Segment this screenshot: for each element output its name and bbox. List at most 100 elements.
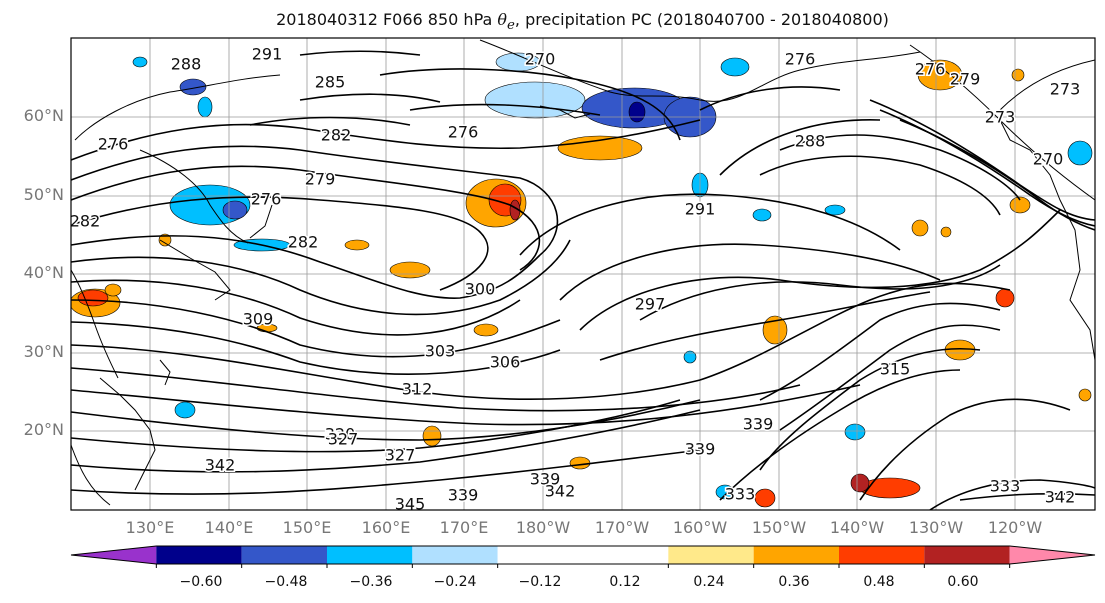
theta-e-contour (759, 347, 981, 471)
contour-label: 279 (305, 170, 336, 189)
lon-label: 150°E (282, 518, 332, 537)
title-suffix: , precipitation PC (2018040700 - 2018040… (514, 10, 889, 29)
contour-label: 342 (205, 456, 236, 475)
lat-label: 30°N (23, 342, 64, 361)
theta-e-contour (719, 369, 961, 501)
precip-shading (720, 57, 750, 77)
contour-label: 345 (395, 495, 426, 514)
theta-e-contour (959, 493, 1095, 501)
contour-label: 270 (525, 50, 556, 69)
theta-e-contour (779, 134, 1021, 201)
theta-e-contour (879, 109, 1095, 227)
contour-label: 300 (465, 280, 496, 299)
precip-shading (77, 289, 109, 307)
precip-shading (628, 101, 646, 123)
title-prefix: 2018040312 F066 850 hPa (276, 10, 498, 29)
contour-label: 339 (743, 415, 774, 434)
colorbar-swatch (156, 546, 242, 564)
precip-shading (1011, 68, 1025, 82)
precip-shading (844, 423, 866, 441)
contour-label: 273 (985, 108, 1016, 127)
contour-label: 312 (402, 380, 433, 399)
lon-label: 130°E (125, 518, 175, 537)
colorbar-tick-label: −0.60 (179, 574, 223, 590)
coastline (159, 359, 171, 386)
colorbar-swatch (839, 546, 925, 564)
lat-label: 20°N (23, 420, 64, 439)
colorbar-tick-label: 0.48 (863, 574, 895, 590)
contour-label: 288 (795, 132, 826, 151)
contour-label: 291 (252, 45, 283, 64)
precip-shading (104, 283, 122, 297)
lon-label: 180°W (515, 518, 571, 537)
contour-label: 327 (385, 446, 416, 465)
coastline (479, 39, 921, 102)
theta-e-contour (71, 449, 701, 495)
colorbar-swatch (753, 546, 839, 564)
lat-label: 50°N (23, 185, 64, 204)
theta-e-contour (639, 264, 1001, 321)
precip-shading (762, 315, 788, 345)
precip-shading (940, 226, 952, 238)
lon-label: 130°W (908, 518, 964, 537)
contour-label: 279 (950, 70, 981, 89)
theta-e-contour (71, 399, 681, 453)
precip-shading (344, 239, 370, 251)
precip-shading (1067, 140, 1093, 166)
contour-label: 282 (70, 212, 101, 231)
precip-shading (179, 78, 207, 96)
contour-label: 291 (685, 200, 716, 219)
precip-shading (824, 204, 846, 216)
lon-label: 150°W (751, 518, 807, 537)
theta-e-contour (71, 367, 801, 412)
colorbar (70, 545, 1096, 568)
contour-label: 273 (1050, 80, 1081, 99)
precip-shading (911, 219, 929, 237)
colorbar-swatch (668, 546, 754, 564)
title-theta-subscript: e (507, 18, 515, 34)
figure-title: 2018040312 F066 850 hPa θe, precipitatio… (0, 10, 1105, 33)
precip-shading (484, 81, 586, 119)
theta-e-contour (719, 119, 881, 176)
contour-label: 327 (328, 430, 359, 449)
lon-label: 160°E (361, 518, 411, 537)
theta-e-contour (699, 282, 1011, 381)
colorbar-tick-label: −0.24 (433, 574, 477, 590)
colorbar-tick-label: 0.60 (947, 574, 979, 590)
theta-e-contour (299, 93, 441, 103)
precip-shading (1078, 388, 1092, 402)
coastline (999, 119, 1095, 361)
contour-label: 309 (243, 310, 274, 329)
lon-label: 170°W (594, 518, 650, 537)
theta-e-contour (71, 279, 521, 336)
contour-label: 276 (448, 123, 479, 142)
colorbar-tick-label: 0.24 (693, 574, 725, 590)
colorbar-swatch (412, 546, 498, 564)
colorbar-tick-label: −0.12 (518, 574, 562, 590)
theta-e-contour (71, 145, 559, 256)
lon-label: 170°E (439, 518, 489, 537)
contour-label: 303 (425, 342, 456, 361)
theta-e-contour (519, 193, 901, 256)
precip-shading (158, 233, 172, 247)
theta-e-contour (71, 196, 489, 291)
theta-e-contour (71, 399, 701, 441)
theta-e-contour (71, 239, 571, 316)
precip-shading (752, 208, 772, 222)
precip-shading (557, 135, 643, 161)
lon-label: 120°W (987, 518, 1043, 537)
contour-label: 342 (1045, 488, 1076, 507)
contour-label: 297 (635, 295, 666, 314)
contour-label: 342 (545, 482, 576, 501)
theta-e-contour (71, 299, 561, 358)
contour-label: 270 (1033, 150, 1064, 169)
coastline (71, 269, 119, 379)
theta-e-contour (71, 321, 561, 375)
contour-label: 339 (448, 486, 479, 505)
theta-e-contour (779, 324, 1001, 431)
precip-shading (754, 488, 776, 508)
precip-shading (995, 288, 1015, 308)
precip-shading (422, 425, 442, 447)
